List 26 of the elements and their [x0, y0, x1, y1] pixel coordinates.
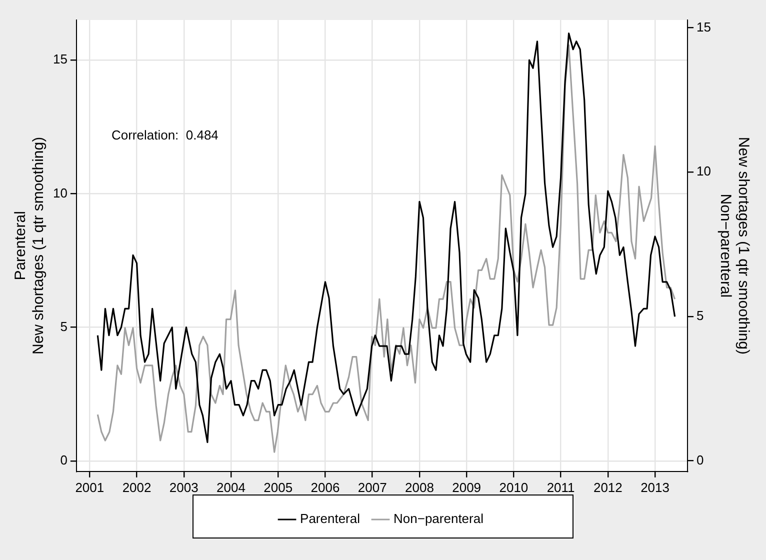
x-tick-label: 2007: [358, 480, 387, 495]
y2-tick-label: 15: [696, 19, 712, 34]
y2-tick-label: 0: [696, 452, 704, 468]
annotation: Correlation: 0.484: [111, 128, 218, 143]
y2-axis-title: New shortages (1 qtr smoothing) Non−parenteral: [716, 136, 752, 355]
x-tick-label: 2011: [546, 480, 575, 495]
y-tick-label: 5: [60, 318, 68, 334]
y-tick-label: 15: [52, 52, 68, 67]
x-tick-label: 2008: [404, 480, 434, 495]
legend-label: Non−parenteral: [394, 511, 484, 526]
x-tick-label: 2013: [640, 480, 670, 495]
x-tick-label: 2010: [499, 480, 528, 495]
y2-tick-label: 5: [696, 308, 704, 323]
x-tick-label: 2009: [452, 480, 482, 495]
x-tick-label: 2012: [593, 480, 622, 495]
y-tick-label: 10: [52, 185, 68, 200]
x-tick-label: 2003: [169, 480, 198, 495]
y-axis-title: Parenteral New shortages (1 qtr smoothing): [12, 136, 48, 355]
x-tick-label: 2004: [216, 480, 246, 495]
legend-label: Parenteral: [300, 511, 360, 526]
x-tick-label: 2001: [75, 480, 104, 495]
x-tick-label: 2006: [310, 480, 340, 495]
y-tick-label: 0: [60, 452, 68, 468]
y2-tick-label: 10: [696, 164, 712, 179]
x-tick-label: 2005: [264, 480, 293, 495]
x-tick-label: 2002: [122, 480, 152, 495]
